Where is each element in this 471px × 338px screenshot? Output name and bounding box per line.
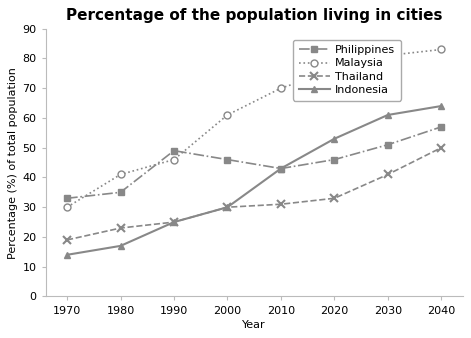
Indonesia [118,244,123,248]
Philippines [64,196,70,200]
Malaysia [64,205,70,209]
Indonesia [171,220,177,224]
Thailand [171,220,177,224]
Title: Percentage of the population living in cities: Percentage of the population living in c… [66,8,442,23]
Malaysia [118,172,123,176]
Malaysia [278,86,284,90]
Indonesia [225,205,230,209]
Indonesia [64,253,70,257]
Philippines [118,190,123,194]
Malaysia [171,158,177,162]
Thailand [118,226,123,230]
Indonesia [439,104,444,108]
Indonesia [278,167,284,171]
Line: Indonesia: Indonesia [64,102,445,258]
Indonesia [332,137,337,141]
Philippines [332,158,337,162]
Malaysia [225,113,230,117]
Thailand [385,172,390,176]
Philippines [439,125,444,129]
Indonesia [385,113,390,117]
Thailand [64,238,70,242]
Thailand [332,196,337,200]
Y-axis label: Percentage (%) of total population: Percentage (%) of total population [8,67,18,259]
Philippines [225,158,230,162]
Thailand [439,146,444,150]
Philippines [171,149,177,153]
Philippines [385,143,390,147]
Thailand [225,205,230,209]
Philippines [278,167,284,171]
Legend: Philippines, Malaysia, Thailand, Indonesia: Philippines, Malaysia, Thailand, Indones… [293,40,401,101]
Line: Thailand: Thailand [63,144,446,244]
Thailand [278,202,284,206]
X-axis label: Year: Year [243,320,266,330]
Malaysia [332,68,337,72]
Line: Philippines: Philippines [64,123,445,202]
Line: Malaysia: Malaysia [64,46,445,211]
Malaysia [385,53,390,57]
Malaysia [439,47,444,51]
